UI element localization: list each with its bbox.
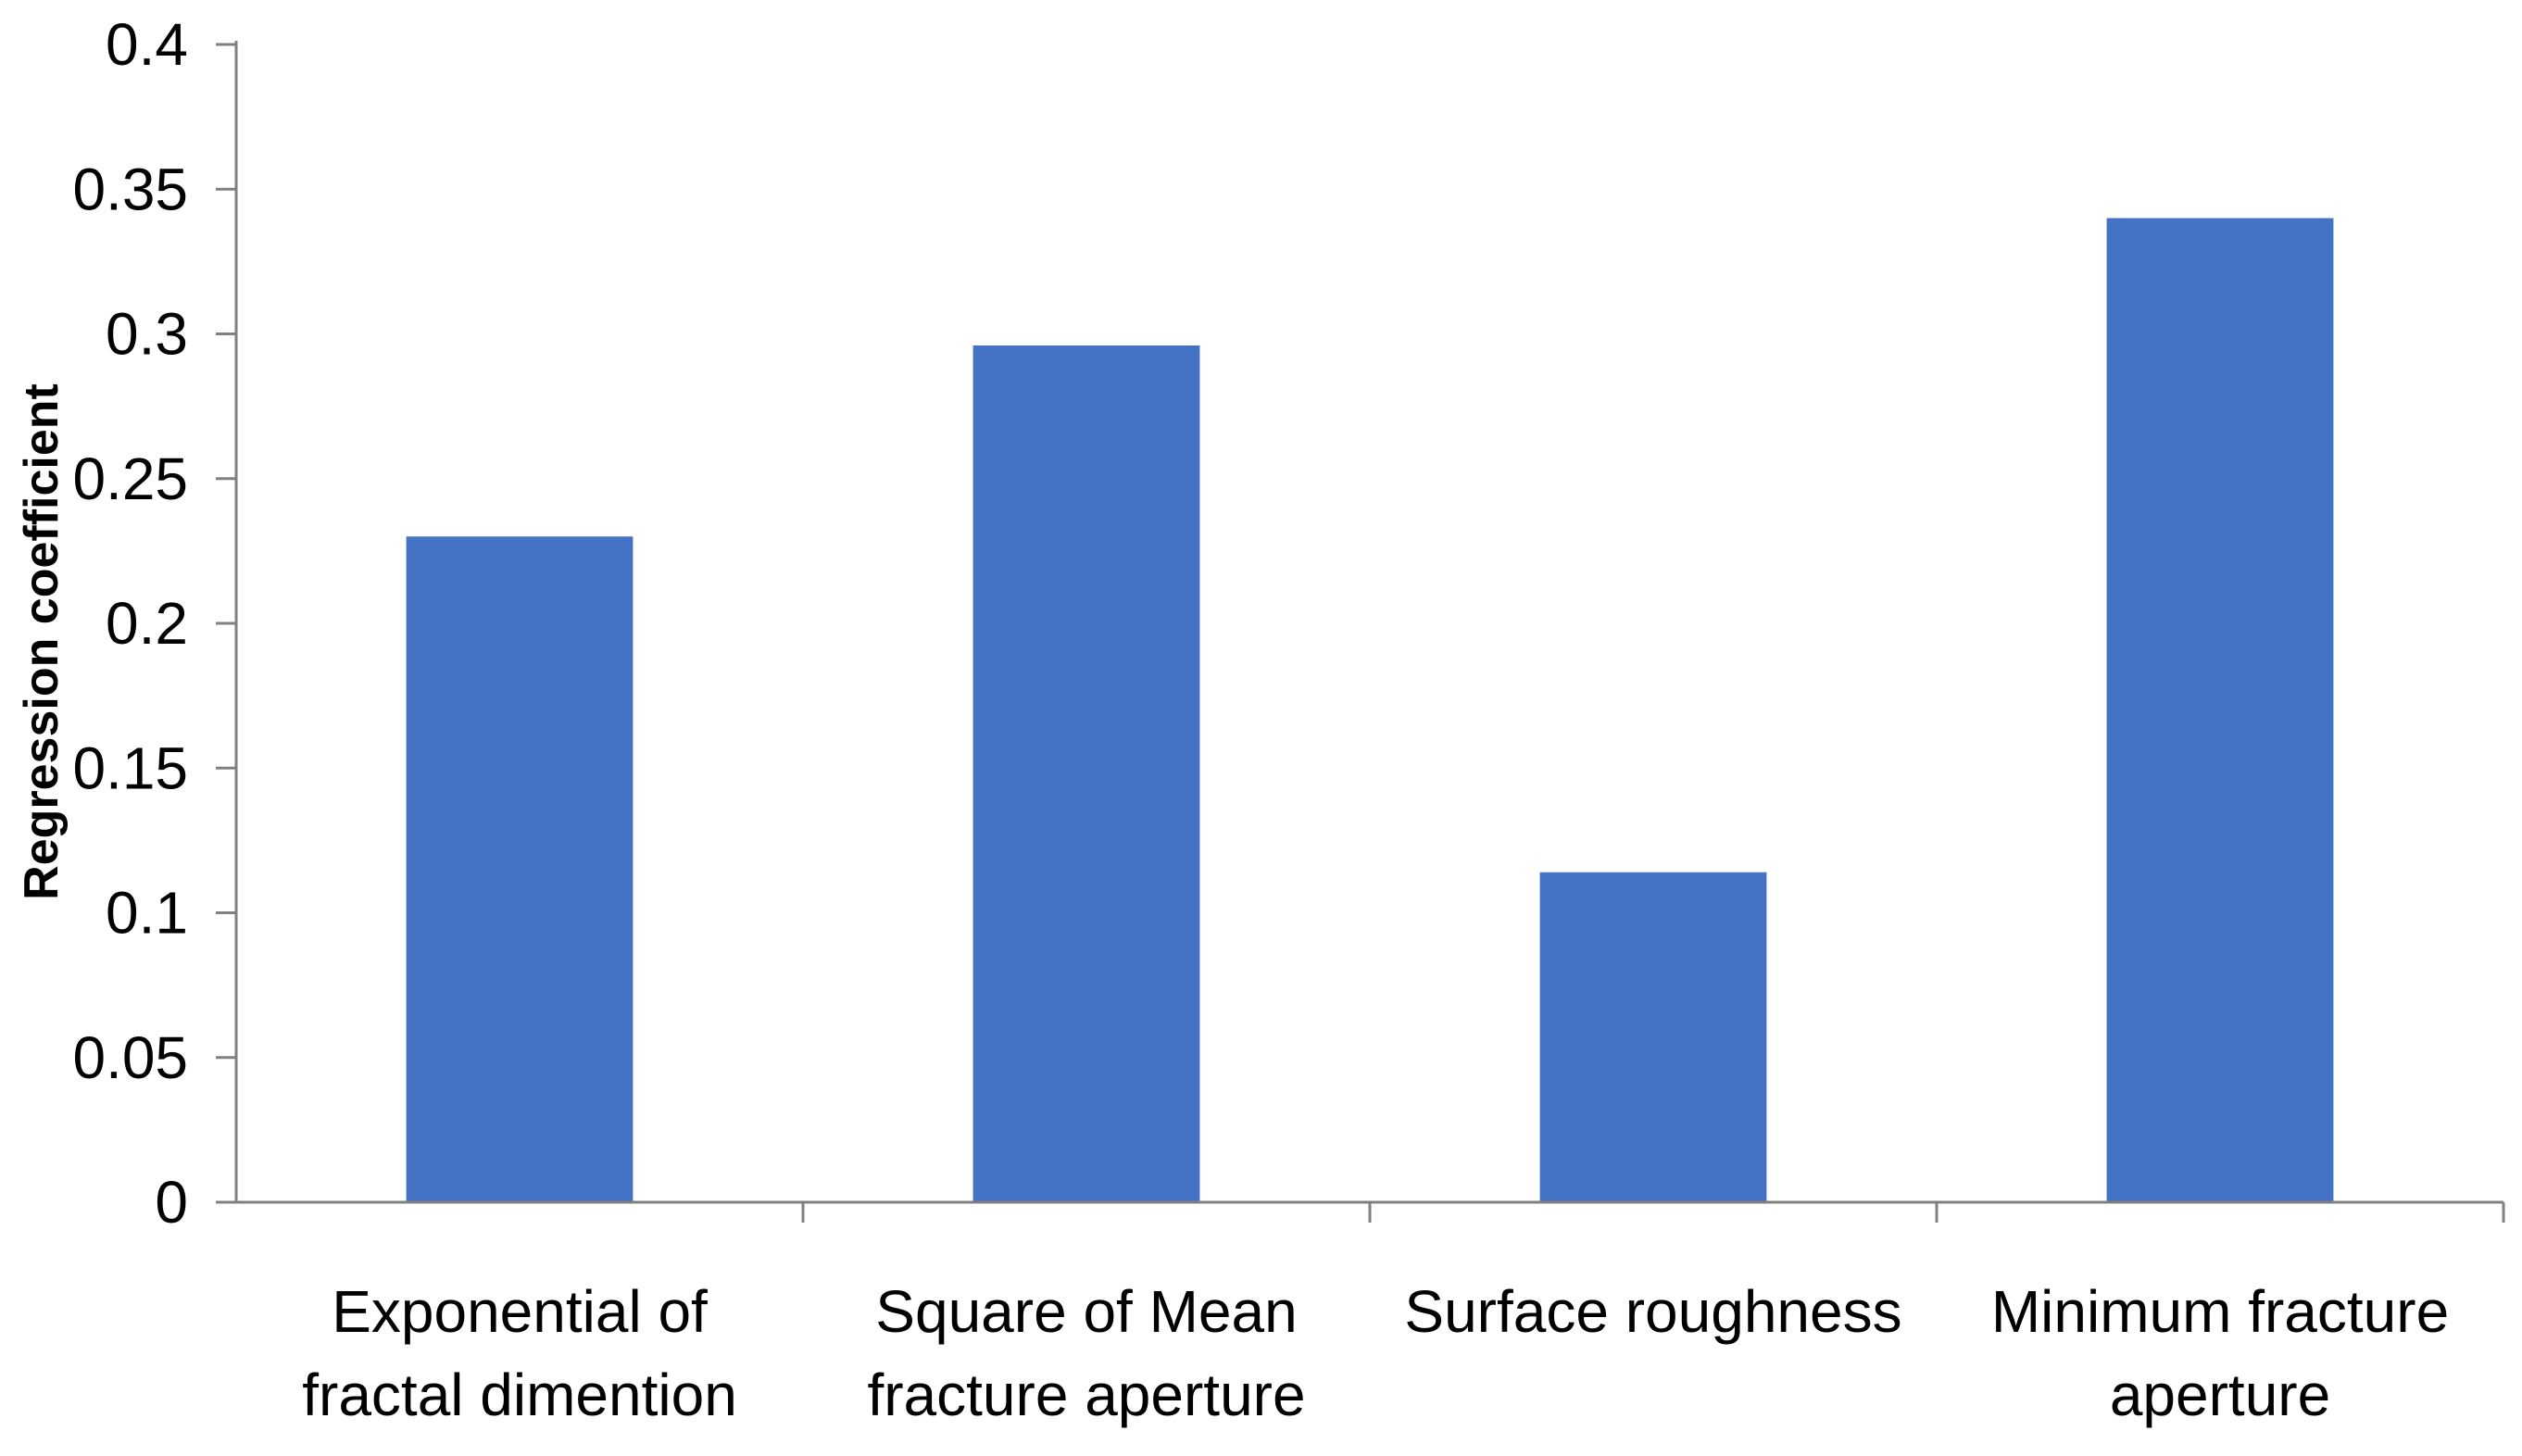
y-axis-title: Regression coefficient <box>15 383 69 900</box>
x-category-label: Exponential of fractal dimention <box>302 1278 737 1428</box>
bar-3 <box>1539 872 1767 1202</box>
x-category-label-line: Surface roughness <box>1404 1278 1901 1345</box>
x-category-label: Surface roughness <box>1404 1278 1901 1345</box>
x-category-label-line: Square of Mean <box>875 1278 1297 1345</box>
x-category-label-line: Minimum fracture <box>1991 1278 2449 1345</box>
x-category-label-line: fractal dimention <box>302 1362 737 1428</box>
x-category-label-line: Exponential of <box>332 1278 708 1345</box>
x-category-label-line: aperture <box>2110 1362 2330 1428</box>
axes-group <box>234 41 2505 1223</box>
x-labels-group: Exponential of fractal dimention Square of… <box>302 1278 2449 1428</box>
y-tick-label: 0.3 <box>106 301 188 368</box>
bar-4 <box>2106 218 2334 1202</box>
bars-group <box>406 218 2334 1202</box>
x-category-label: Square of Mean fracture aperture <box>867 1278 1305 1428</box>
y-tick-label: 0.15 <box>72 734 188 801</box>
bar-1 <box>406 536 634 1202</box>
y-tick-label: 0.05 <box>72 1024 188 1091</box>
y-tick-label: 0.25 <box>72 446 188 512</box>
y-tick-label: 0 <box>155 1169 188 1236</box>
x-category-label-line: fracture aperture <box>867 1362 1305 1428</box>
y-ticks-group: 0 0.05 0.1 0.15 0.2 0.25 0.3 0.35 0.4 <box>72 11 236 1236</box>
y-tick-label: 0.35 <box>72 156 188 222</box>
y-tick-label: 0.1 <box>106 880 188 947</box>
y-tick-label: 0.2 <box>106 590 188 657</box>
bar-2 <box>972 345 1200 1202</box>
y-tick-label: 0.4 <box>106 11 188 78</box>
x-category-label: Minimum fracture aperture <box>1991 1278 2449 1428</box>
